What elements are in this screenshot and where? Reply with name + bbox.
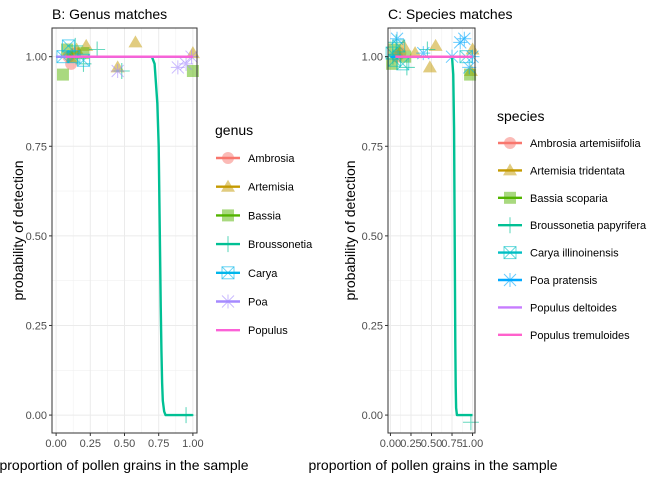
legend-key-marker — [503, 246, 517, 260]
legend-label: Ambrosia — [248, 153, 295, 165]
legend-item: Populus tremuloides — [498, 330, 630, 342]
gridlines — [388, 28, 475, 433]
legend-label: Carya illinoinensis — [530, 248, 619, 260]
legend-item: Artemisia — [216, 179, 295, 194]
legend-label: Poa pratensis — [530, 275, 598, 287]
legend-label: Artemisia — [248, 182, 295, 194]
data-point — [128, 35, 143, 48]
legend-key-marker — [221, 179, 235, 192]
data-point — [465, 42, 480, 55]
data-point — [61, 43, 74, 56]
legend-key-marker — [220, 236, 236, 253]
legend-item: Populus — [216, 325, 288, 337]
legend-item: Broussonetia papyrifera — [498, 217, 647, 234]
y-tick-label: 0.00 — [26, 410, 47, 422]
legend-label: Broussonetia papyrifera — [530, 220, 647, 232]
legend-label: Poa — [248, 297, 268, 309]
legend-key-marker — [504, 137, 516, 149]
legend-label: Broussonetia — [248, 239, 313, 251]
legend-key-marker — [222, 152, 234, 164]
legend-item: Populus deltoides — [498, 302, 617, 314]
data-point — [390, 31, 405, 46]
legend-item: Ambrosia — [216, 152, 295, 165]
legend-key-marker — [222, 209, 234, 222]
y-axis-title: probability of detection — [10, 160, 26, 300]
data-point — [110, 64, 125, 79]
legend-label: Bassia scoparia — [530, 193, 609, 205]
x-tick-label: 0.25 — [400, 438, 421, 450]
panel-B: B: Genus matches 0.00 0.25 0.50 0.75 1.00 0.00… — [0, 6, 313, 473]
legend-label: Populus — [248, 325, 288, 337]
x-axis-title: proportion of pollen grains in the sampl… — [308, 457, 557, 473]
y-tick-label: 1.00 — [362, 52, 383, 64]
legend-key-marker — [502, 217, 518, 234]
legend-key-marker — [503, 273, 517, 287]
legend-label: Carya — [248, 268, 278, 280]
y-tick-label: 0.00 — [362, 410, 383, 422]
legend-title: species — [497, 108, 544, 124]
data-point — [56, 68, 69, 81]
x-axis-title: proportion of pollen grains in the sampl… — [0, 457, 249, 473]
data-point — [462, 60, 477, 75]
y-tick-label: 0.75 — [362, 141, 383, 153]
legend: genus Ambrosia Artemisia Bassia Broussonetia… — [215, 122, 313, 337]
data-point — [67, 37, 84, 54]
series-line-3 — [56, 55, 193, 417]
data-point — [75, 55, 92, 72]
x-tick-label: 1.00 — [462, 438, 483, 450]
legend-label: Populus deltoides — [530, 302, 617, 314]
chart-title: C: Species matches — [388, 6, 513, 22]
x-tick-label: 0.50 — [114, 438, 135, 450]
data-point — [422, 60, 437, 73]
legend: species Ambrosia artemisiifolia Artemisia … — [497, 108, 647, 342]
data-point — [61, 39, 75, 53]
legend-key-marker — [221, 294, 235, 309]
legend-key-marker — [221, 266, 235, 280]
legend-item: Carya illinoinensis — [498, 246, 619, 260]
y-tick-label: 0.25 — [362, 320, 383, 332]
y-axis-title: probability of detection — [342, 160, 358, 300]
legend-item: Poa — [216, 294, 268, 309]
legend-title: genus — [215, 122, 253, 138]
legend-label: Ambrosia artemisiifolia — [530, 138, 642, 150]
y-tick-label: 0.50 — [362, 231, 383, 243]
y-tick-label: 0.25 — [26, 320, 47, 332]
y-tick-label: 0.75 — [26, 141, 47, 153]
legend-item: Bassia — [216, 209, 282, 222]
legend-item: Bassia scoparia — [498, 191, 609, 205]
legend-item: Carya — [216, 266, 278, 280]
data-point — [179, 56, 194, 71]
legend-item: Ambrosia artemisiifolia — [498, 137, 642, 150]
data-point — [428, 38, 443, 51]
x-tick-label: 0.25 — [80, 438, 101, 450]
y-tick-label: 0.50 — [26, 231, 47, 243]
legend-key-marker — [504, 191, 516, 204]
legend-item: Artemisia tridentata — [498, 163, 626, 177]
x-tick-label: 1.00 — [182, 438, 203, 450]
data-point — [89, 41, 106, 58]
series-line-3 — [390, 55, 473, 417]
x-tick-label: 0.75 — [148, 438, 169, 450]
legend-item: Broussonetia — [216, 236, 313, 253]
gridlines — [52, 28, 197, 433]
legend-label: Artemisia tridentata — [530, 165, 626, 177]
data-point — [408, 46, 423, 59]
data-point — [457, 31, 472, 46]
x-tick-label: 0.75 — [441, 438, 462, 450]
legend-label: Populus tremuloides — [530, 330, 630, 342]
legend-label: Bassia — [248, 210, 282, 222]
legend-item: Poa pratensis — [498, 273, 598, 287]
data-point — [170, 60, 185, 75]
x-tick-label: 0.50 — [421, 438, 442, 450]
x-tick-label: 0.00 — [45, 438, 66, 450]
data-point — [416, 46, 431, 61]
chart-title: B: Genus matches — [52, 6, 167, 22]
data-point — [388, 34, 405, 51]
y-tick-label: 1.00 — [26, 52, 47, 64]
data-point — [462, 414, 479, 431]
legend-key-marker — [503, 163, 517, 176]
x-tick-label: 0.00 — [380, 438, 401, 450]
